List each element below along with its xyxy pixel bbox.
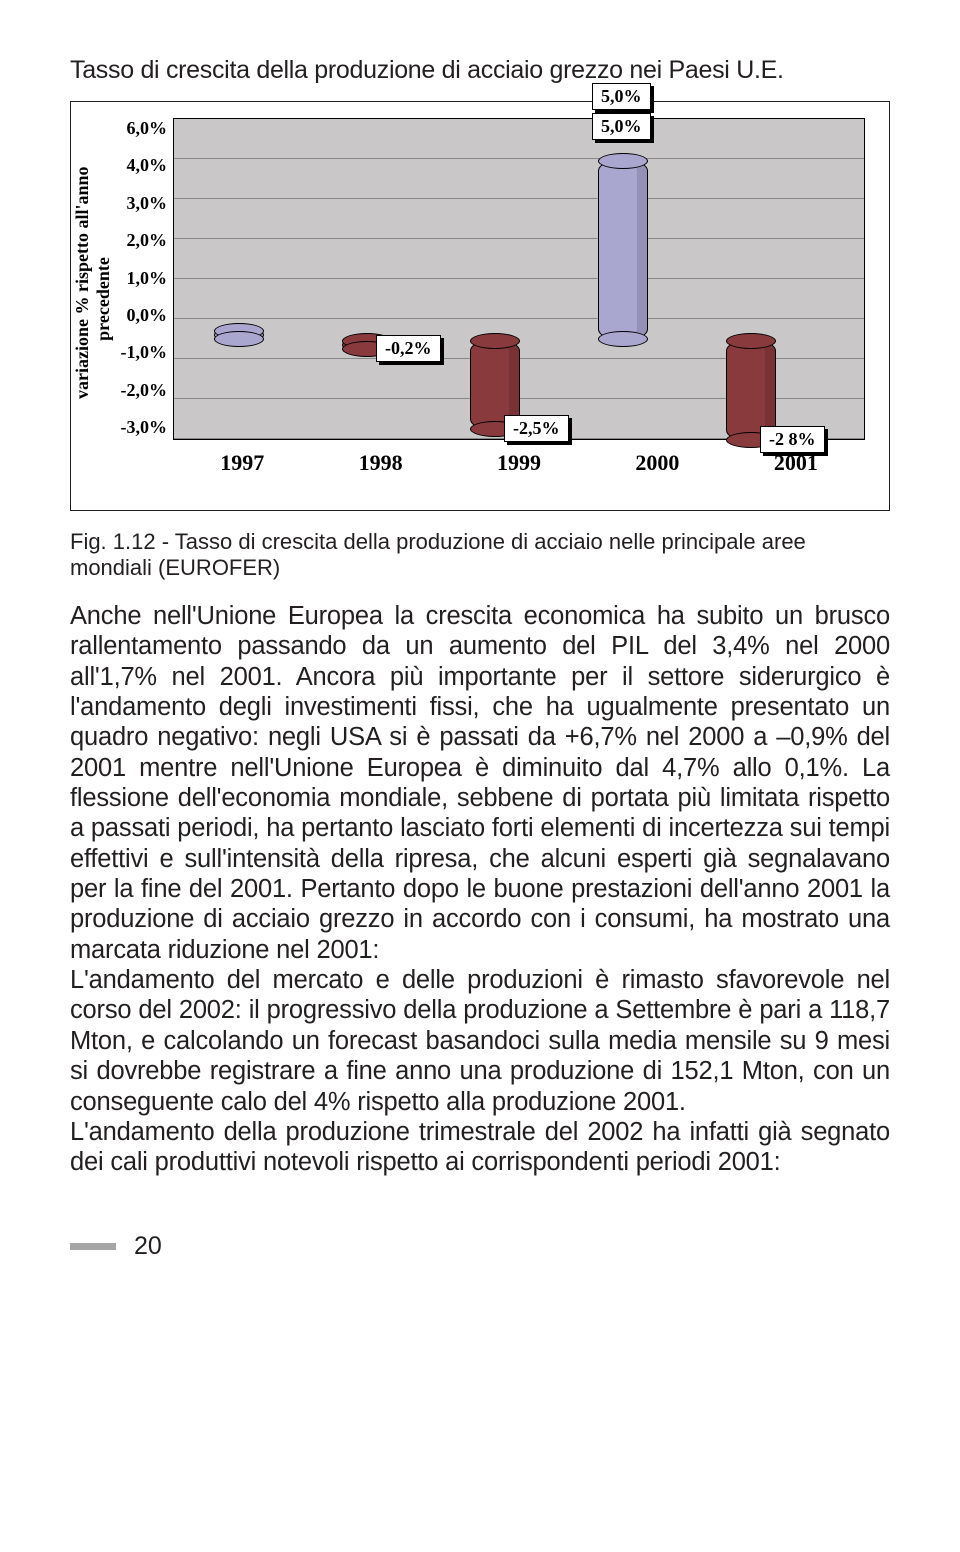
page-footer: 20 [70, 1232, 890, 1261]
chart-bar [598, 159, 648, 341]
body-text: Anche nell'Unione Europea la crescita ec… [70, 601, 890, 1178]
y-axis-ticks: 6,0% 4,0% 3,0% 2,0% 1,0% 0,0% -1,0% -2,0% -3,0% [107, 118, 173, 438]
y-tick: -3,0% [107, 417, 167, 438]
x-tick: 2000 [588, 450, 726, 476]
y-tick: -1,0% [107, 342, 167, 363]
bar-value-label: -0,2% [376, 335, 441, 362]
y-tick: -2,0% [107, 380, 167, 401]
figure-caption: Fig. 1.12 - Tasso di crescita della prod… [70, 529, 890, 581]
chart-plot-area: -0,2%-2,5%5,0%-2 8%5,0% [173, 118, 865, 440]
chart-title: Tasso di crescita della produzione di ac… [70, 56, 890, 85]
y-tick: 2,0% [107, 230, 167, 251]
chart-frame: variazione % rispetto all'anno precedent… [70, 101, 890, 511]
y-tick: 1,0% [107, 268, 167, 289]
bar-value-label: 5,0% [592, 113, 651, 140]
chart-bar [214, 329, 264, 341]
x-tick: 1997 [173, 450, 311, 476]
y-tick: 6,0% [107, 118, 167, 139]
x-tick: 1998 [311, 450, 449, 476]
bar-value-label: -2 8% [760, 426, 825, 453]
y-tick: 0,0% [107, 305, 167, 326]
x-tick: 1999 [450, 450, 588, 476]
y-tick: 3,0% [107, 193, 167, 214]
y-tick: 4,0% [107, 155, 167, 176]
y-axis-label: variazione % rispetto all'anno precedent… [72, 199, 114, 399]
bar-value-label: -2,5% [504, 415, 569, 442]
bar-value-label: 5,0% [592, 83, 651, 110]
x-tick: 2001 [727, 450, 865, 476]
page-number: 20 [134, 1232, 162, 1261]
